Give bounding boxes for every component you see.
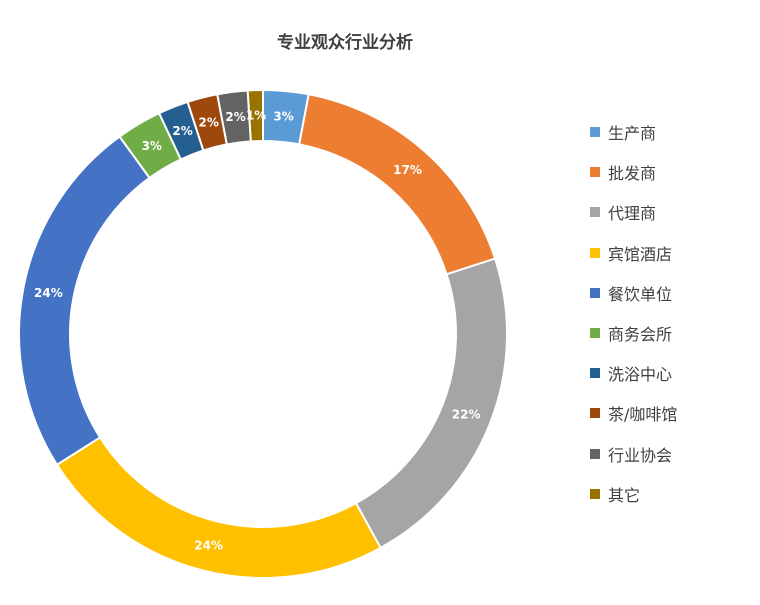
legend-item: 洗浴中心 (590, 353, 677, 393)
chart-legend: 生产商批发商代理商宾馆酒店餐饮单位商务会所洗浴中心茶/咖啡馆行业协会其它 (590, 112, 677, 514)
legend-swatch (590, 127, 600, 138)
legend-label: 宾馆酒店 (608, 244, 673, 264)
legend-item: 行业协会 (590, 434, 677, 474)
legend-item: 餐饮单位 (590, 273, 677, 313)
legend-swatch (590, 207, 600, 218)
slice-data-label: 24% (194, 539, 223, 553)
legend-label: 批发商 (608, 164, 657, 184)
slice-data-label: 22% (452, 407, 481, 421)
legend-label: 茶/咖啡馆 (608, 405, 678, 425)
legend-item: 其它 (590, 474, 677, 514)
legend-label: 洗浴中心 (608, 365, 673, 385)
legend-swatch (590, 408, 600, 419)
slice-data-label: 17% (393, 163, 422, 177)
legend-swatch (590, 368, 600, 379)
legend-swatch (590, 287, 600, 298)
legend-item: 宾馆酒店 (590, 233, 677, 273)
legend-item: 代理商 (590, 192, 677, 232)
legend-label: 其它 (608, 485, 641, 505)
slice-data-label: 1% (246, 109, 266, 123)
chart-title: 专业观众行业分析 (277, 33, 413, 53)
slice-data-label: 2% (225, 110, 245, 124)
donut-slice (297, 93, 497, 276)
slice-data-label: 3% (142, 139, 162, 153)
slice-data-label: 2% (172, 124, 192, 138)
slice-data-label: 24% (34, 286, 63, 300)
legend-swatch (590, 328, 600, 339)
legend-label: 代理商 (608, 204, 657, 224)
legend-swatch (590, 488, 600, 499)
slice-data-label: 2% (198, 115, 218, 129)
legend-label: 餐饮单位 (608, 284, 673, 304)
donut-slice (18, 135, 151, 467)
legend-swatch (590, 448, 600, 459)
legend-item: 茶/咖啡馆 (590, 393, 677, 433)
donut-slice (354, 257, 508, 550)
legend-swatch (590, 247, 600, 258)
legend-item: 生产商 (590, 112, 677, 152)
legend-item: 批发商 (590, 152, 677, 192)
donut-slice (55, 436, 382, 579)
legend-label: 行业协会 (608, 445, 673, 465)
legend-swatch (590, 167, 600, 178)
legend-label: 生产商 (608, 124, 657, 144)
legend-item: 商务会所 (590, 313, 677, 353)
slice-data-label: 3% (273, 109, 293, 123)
donut-slice (246, 88, 264, 143)
legend-label: 商务会所 (608, 325, 673, 345)
